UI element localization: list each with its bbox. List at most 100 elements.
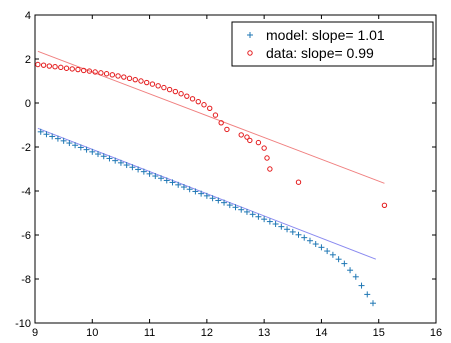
model-point [100, 153, 107, 160]
model-point [324, 248, 331, 255]
model-point [255, 213, 262, 220]
data-point [126, 75, 133, 82]
legend-marker-model [247, 32, 253, 38]
data-point [103, 71, 110, 77]
data-point [264, 155, 270, 161]
model-point [335, 256, 342, 263]
model-point [215, 197, 222, 204]
model-point [49, 133, 56, 140]
tick-labels: 9 10 11 12 13 14 15 16 -10 -8 -6 -4 -2 0 2 4 [15, 10, 442, 339]
model-point [198, 190, 205, 197]
data-point [261, 145, 267, 151]
data-point [189, 96, 196, 102]
data-point [161, 84, 167, 91]
model-point [261, 216, 268, 223]
data-point [166, 86, 173, 93]
data-point [46, 63, 53, 69]
model-point [301, 234, 308, 241]
model-point [312, 241, 319, 248]
x-tick-label: 10 [86, 327, 98, 339]
data-point [155, 83, 161, 89]
fit-line [37, 50, 385, 184]
model-point [329, 251, 336, 258]
data-point [184, 93, 190, 99]
data-point [121, 74, 127, 80]
y-tick-label: 2 [25, 54, 31, 66]
data-point [40, 62, 47, 68]
data-point [144, 79, 150, 86]
y-tick-label: -10 [15, 318, 31, 330]
data-point [109, 72, 116, 78]
data-point [381, 202, 388, 209]
model-point [158, 175, 165, 182]
data-point [80, 67, 87, 74]
model-point [226, 202, 233, 209]
model-point [358, 282, 365, 289]
data-point [212, 112, 219, 118]
x-tick-label: 14 [315, 327, 327, 339]
data-point [115, 73, 121, 79]
y-tick-label: -2 [21, 142, 31, 154]
model-point [83, 146, 90, 153]
data-point [138, 78, 144, 84]
model-point [347, 267, 354, 274]
y-tick-label: -6 [21, 230, 31, 242]
model-point [95, 151, 102, 158]
data-point [295, 179, 302, 185]
model-point [203, 192, 210, 199]
y-tick-label: -8 [21, 274, 31, 286]
legend: model: slope= 1.01 data: slope= 0.99 [231, 21, 434, 67]
model-point [146, 170, 153, 177]
model-point [266, 218, 273, 225]
data-point [247, 137, 253, 144]
data-point [207, 105, 213, 111]
model-point [272, 221, 279, 227]
x-tick-label: 12 [201, 327, 213, 339]
data-point [178, 91, 184, 97]
x-tick-label: 15 [373, 327, 385, 339]
model-point [77, 144, 84, 151]
data-point [132, 76, 138, 83]
data-point [238, 132, 244, 138]
model-point [89, 148, 96, 155]
model-point [221, 199, 228, 206]
x-tick-label: 11 [144, 327, 155, 339]
data-point [75, 66, 81, 73]
model-point [306, 237, 313, 244]
model-point [278, 223, 285, 230]
x-tick-label: 16 [430, 327, 442, 339]
legend-label: model: slope= 1.01 [266, 27, 385, 43]
model-point [43, 131, 50, 138]
model-point [66, 140, 73, 147]
model-point [60, 137, 67, 144]
model-point [289, 228, 296, 235]
model-point [180, 184, 187, 191]
data-point [267, 166, 273, 172]
model-point [140, 168, 147, 175]
data-point [52, 64, 58, 70]
model-point [135, 166, 142, 173]
axis-ticks [34, 14, 437, 324]
model-point [54, 135, 61, 142]
model-point [318, 244, 325, 251]
legend-label: data: slope= 0.99 [266, 45, 374, 61]
data-point [58, 64, 64, 71]
data-point [86, 68, 93, 74]
model-point [112, 157, 119, 164]
model-point [232, 204, 239, 211]
legend-box [231, 21, 434, 67]
y-tick-label: 4 [25, 10, 31, 22]
model-point [175, 181, 182, 188]
model-point [152, 173, 159, 180]
model-point [169, 179, 176, 186]
data-point [63, 65, 70, 71]
model-point [117, 159, 124, 166]
data-point [172, 88, 179, 95]
model-point [37, 128, 44, 135]
model-point [72, 142, 79, 149]
data-point [255, 139, 262, 146]
model-point [243, 208, 250, 215]
data-point [149, 81, 156, 87]
data-point [195, 98, 201, 105]
